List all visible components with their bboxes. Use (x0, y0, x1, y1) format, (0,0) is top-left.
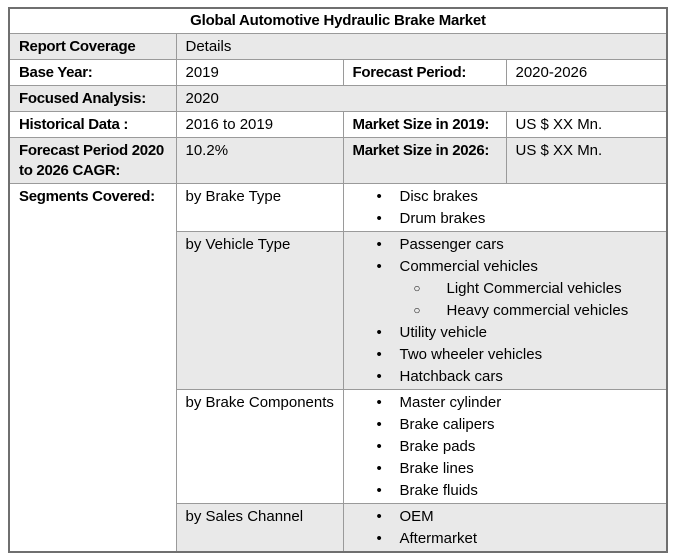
segment-item: • Brake lines (352, 458, 663, 480)
report-coverage-label: Report Coverage (8, 33, 177, 60)
segment-row-vehicle-type: by Vehicle Type • Passenger cars • Commerc… (9, 231, 668, 390)
segment-item-label: Light Commercial vehicles (446, 280, 622, 297)
report-coverage-value: Details (175, 33, 668, 60)
market-report-scope-page: Global Automotive Hydraulic Brake Market… (8, 7, 669, 553)
base-year-value: 2019 (175, 59, 344, 86)
bullet-icon: • (376, 368, 382, 385)
segment-item-label: Utility vehicle (399, 324, 488, 341)
segment-group-label-sales-channel: by Sales Channel (175, 503, 344, 553)
bullet-icon: • (376, 508, 382, 525)
historical-data-row: Historical Data : 2016 to 2019 Market Si… (8, 111, 668, 138)
bullet-icon: • (376, 236, 382, 253)
segment-item: • Brake calipers (352, 414, 663, 436)
segment-item-label: Heavy commercial vehicles (446, 302, 629, 319)
segment-sub-item: ○ Heavy commercial vehicles (352, 300, 663, 322)
segment-items-list: • Passenger cars • Commercial vehicles ○ Li… (352, 233, 663, 388)
historical-data-value: 2016 to 2019 (175, 111, 344, 138)
forecast-period-label: Forecast Period: (342, 59, 507, 86)
market-size-2026-value: US $ XX Mn. (505, 137, 668, 184)
segment-items-list: • Disc brakes • Drum brakes (352, 185, 663, 230)
segment-item: • Aftermarket (352, 528, 663, 550)
segment-group-label-vehicle-type: by Vehicle Type (175, 231, 344, 390)
bullet-icon: • (376, 258, 382, 275)
segment-sub-item: ○ Light Commercial vehicles (352, 278, 663, 300)
segment-item-label: Brake pads (399, 438, 476, 455)
market-size-2019-value: US $ XX Mn. (505, 111, 668, 138)
segment-item-label: Master cylinder (399, 394, 502, 411)
segment-group-label-brake-components: by Brake Components (175, 389, 344, 504)
historical-data-label: Historical Data : (8, 111, 177, 138)
segment-item-label: Brake lines (399, 460, 474, 477)
segment-row-brake-components: by Brake Components • Master cylinder • Br… (9, 389, 668, 504)
segment-item: • Two wheeler vehicles (352, 344, 663, 366)
segment-items-list: • Master cylinder • Brake calipers • Brake … (352, 391, 663, 502)
segments-covered-label: Segments Covered: (8, 183, 177, 553)
segment-item-label: Brake fluids (399, 482, 478, 499)
cagr-label: Forecast Period 2020 to 2026 CAGR: (8, 137, 177, 184)
segment-items-brake-type: • Disc brakes • Drum brakes (342, 183, 668, 232)
base-year-label: Base Year: (8, 59, 177, 86)
bullet-icon: • (376, 188, 382, 205)
title-row: Global Automotive Hydraulic Brake Market (8, 7, 668, 34)
segment-item-label: Aftermarket (399, 530, 478, 547)
segment-item: • Utility vehicle (352, 322, 663, 344)
report-coverage-row: Report Coverage Details (8, 33, 668, 60)
segment-item-label: Passenger cars (399, 236, 504, 253)
bullet-icon: • (376, 460, 382, 477)
report-scope-table: Global Automotive Hydraulic Brake Market… (8, 7, 669, 553)
bullet-icon: • (376, 482, 382, 499)
segment-items-brake-components: • Master cylinder • Brake calipers • Brake … (342, 389, 668, 504)
segment-item-label: Drum brakes (399, 210, 486, 227)
segment-item-label: Two wheeler vehicles (399, 346, 543, 363)
segment-row-brake-type: Segments Covered: by Brake Type • Disc br… (8, 183, 668, 553)
segment-items-sales-channel: • OEM • Aftermarket (342, 503, 668, 553)
segment-item-label: Brake calipers (399, 416, 495, 433)
segment-item-label: Commercial vehicles (399, 258, 538, 275)
cagr-row: Forecast Period 2020 to 2026 CAGR: 10.2%… (8, 137, 668, 184)
circle-bullet-icon: ○ (413, 283, 421, 295)
segment-item-label: OEM (399, 508, 434, 525)
segment-item: • Brake pads (352, 436, 663, 458)
market-size-2019-label: Market Size in 2019: (342, 111, 507, 138)
bullet-icon: • (376, 324, 382, 341)
bullet-icon: • (376, 210, 382, 227)
bullet-icon: • (376, 416, 382, 433)
bullet-icon: • (376, 394, 382, 411)
focused-analysis-row: Focused Analysis: 2020 (8, 85, 668, 112)
market-size-2026-label: Market Size in 2026: (342, 137, 507, 184)
segment-item-label: Disc brakes (399, 188, 478, 205)
bullet-icon: • (376, 530, 382, 547)
segment-item: • Drum brakes (352, 208, 663, 230)
segment-item: • Hatchback cars (352, 366, 663, 388)
cagr-value: 10.2% (175, 137, 344, 184)
segment-group-label-brake-type: by Brake Type (175, 183, 344, 232)
segment-item: • Brake fluids (352, 480, 663, 502)
segment-item: • OEM (352, 506, 663, 528)
segment-item: • Disc brakes (352, 186, 663, 208)
base-year-row: Base Year: 2019 Forecast Period: 2020-20… (8, 59, 668, 86)
segment-items-vehicle-type: • Passenger cars • Commercial vehicles ○ Li… (342, 231, 668, 390)
focused-analysis-value: 2020 (175, 85, 668, 112)
segment-items-list: • OEM • Aftermarket (352, 505, 663, 550)
segment-item: • Commercial vehicles (352, 256, 663, 278)
forecast-period-value: 2020-2026 (505, 59, 668, 86)
bullet-icon: • (376, 346, 382, 363)
segment-item: • Master cylinder (352, 392, 663, 414)
segment-item: • Passenger cars (352, 234, 663, 256)
bullet-icon: • (376, 438, 382, 455)
segment-item-label: Hatchback cars (399, 368, 503, 385)
focused-analysis-label: Focused Analysis: (8, 85, 177, 112)
circle-bullet-icon: ○ (413, 305, 421, 317)
table-title: Global Automotive Hydraulic Brake Market (8, 7, 668, 34)
